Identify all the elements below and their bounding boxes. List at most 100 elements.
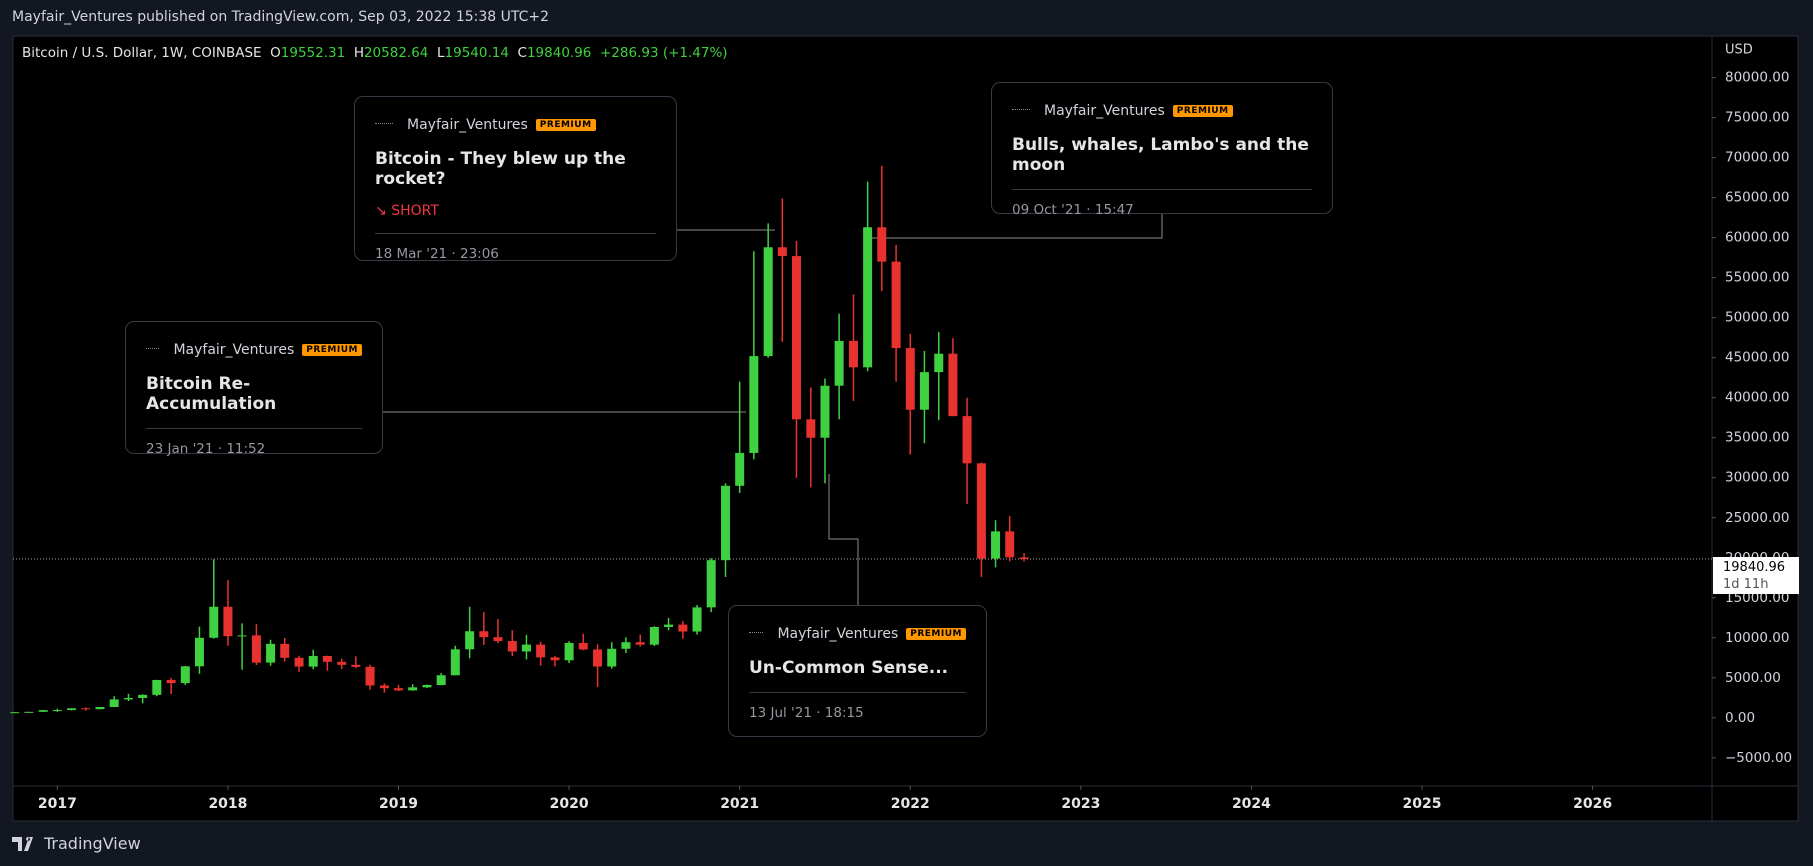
x-tick-label: 2023: [1061, 796, 1100, 812]
candle-body: [123, 697, 133, 700]
candle-body: [521, 644, 531, 652]
publish-info: Mayfair_Ventures published on TradingVie…: [12, 9, 550, 25]
candle-body: [635, 642, 645, 645]
candle-body: [664, 624, 674, 627]
separator: [375, 233, 656, 234]
candle-body: [1005, 531, 1015, 558]
candle-body: [308, 655, 318, 667]
candle-body: [52, 710, 62, 712]
candle-body: [678, 624, 688, 632]
idea-card[interactable]: Mayfair_Ventures PREMIUM Bitcoin Re-Accum…: [125, 321, 383, 457]
legend-label: C: [517, 45, 527, 61]
y-tick-label: 50000.00: [1725, 310, 1789, 326]
candle-body: [81, 708, 91, 710]
candle-body: [607, 648, 617, 667]
y-tick-label: 30000.00: [1725, 470, 1789, 486]
idea-author: Mayfair_Ventures: [777, 626, 899, 642]
candle-body: [820, 385, 830, 438]
candle-body: [507, 641, 517, 652]
footer: TradingView: [12, 834, 141, 853]
candle-body: [550, 657, 560, 661]
candle-body: [180, 666, 190, 684]
candle-body: [948, 353, 958, 417]
candle-body: [962, 416, 972, 464]
candle-body: [834, 340, 844, 386]
candle-body: [991, 531, 1001, 559]
y-tick-label: 25000.00: [1725, 510, 1789, 526]
legend-value: 20582.64: [363, 45, 429, 61]
candle-body: [294, 657, 304, 667]
legend-value: 19552.31: [280, 45, 346, 61]
idea-title: Un-Common Sense...: [749, 658, 949, 678]
candle-body: [365, 666, 375, 686]
candle-body: [791, 256, 801, 420]
candle-body: [280, 643, 290, 658]
candle-body: [749, 356, 759, 453]
candle-body: [976, 463, 986, 559]
candle-body: [251, 635, 261, 663]
idea-card[interactable]: Mayfair_Ventures PREMIUM Un-Common Sense.…: [728, 605, 987, 737]
x-tick-label: 2025: [1403, 796, 1442, 812]
countdown: 1d 11h: [1723, 577, 1769, 593]
candle-body: [351, 664, 361, 667]
idea-title: Bitcoin Re-Accumulation: [146, 374, 277, 414]
candle-body: [10, 712, 20, 714]
candle-body: [166, 679, 176, 684]
candle-body: [209, 606, 219, 638]
separator: [146, 428, 362, 429]
avatar: [146, 347, 160, 353]
connector: [869, 213, 1163, 239]
candle-body: [322, 655, 332, 662]
candle-body: [905, 348, 915, 410]
candle-body: [138, 694, 148, 698]
candle-body: [692, 607, 702, 632]
idea-badge: PREMIUM: [906, 628, 966, 640]
y-tick-label: 5000.00: [1725, 670, 1781, 686]
candle-body: [706, 560, 716, 608]
legend-label: L: [436, 45, 445, 61]
idea-badge: PREMIUM: [302, 344, 362, 356]
candle-body: [621, 642, 631, 649]
x-tick-label: 2020: [550, 796, 589, 812]
candle-body: [223, 606, 233, 637]
candle-body: [1019, 557, 1029, 560]
legend-value: 19540.14: [444, 45, 509, 61]
candle-body: [863, 227, 873, 368]
candle-body: [564, 642, 574, 661]
x-tick-label: 2019: [379, 796, 418, 812]
candle-body: [109, 699, 119, 708]
candle-body: [436, 675, 446, 686]
candle-body: [763, 247, 773, 357]
x-tick-label: 2017: [38, 796, 77, 812]
arrow-icon: ↘: [375, 203, 392, 219]
candle-body: [919, 372, 929, 410]
x-tick-label: 2022: [891, 796, 930, 812]
idea-card[interactable]: Mayfair_Ventures PREMIUM Bitcoin - They b…: [354, 96, 677, 262]
idea-card[interactable]: Mayfair_Ventures PREMIUM Bulls, whales, L…: [991, 82, 1333, 218]
avatar: [749, 631, 764, 637]
separator: [1012, 189, 1312, 190]
idea-date: 13 Jul '21 · 18:15: [749, 705, 864, 721]
legend-label: H: [353, 45, 364, 61]
candle-body: [24, 711, 34, 713]
candle-body: [806, 419, 816, 438]
idea-direction: ↘ SHORT: [375, 203, 656, 219]
idea-badge: PREMIUM: [535, 119, 596, 131]
idea-connectors: [382, 213, 1163, 605]
candle-body: [450, 649, 460, 676]
candle-body: [194, 637, 204, 667]
candle-body: [578, 642, 588, 650]
candle-body: [38, 710, 48, 712]
candle-body: [408, 687, 418, 691]
y-tick-label: 45000.00: [1725, 350, 1789, 366]
candle-body: [891, 261, 901, 349]
avatar: [375, 122, 393, 128]
y-tick-label: 10000.00: [1725, 630, 1789, 646]
idea-date: 09 Oct '21 · 15:47: [1012, 202, 1134, 218]
candle-body: [593, 649, 603, 667]
idea-author: Mayfair_Ventures: [173, 342, 295, 358]
candle-body: [479, 631, 489, 638]
currency-label: USD: [1725, 43, 1753, 58]
y-tick-label: 80000.00: [1725, 70, 1789, 86]
y-tick-label: 60000.00: [1725, 230, 1789, 246]
